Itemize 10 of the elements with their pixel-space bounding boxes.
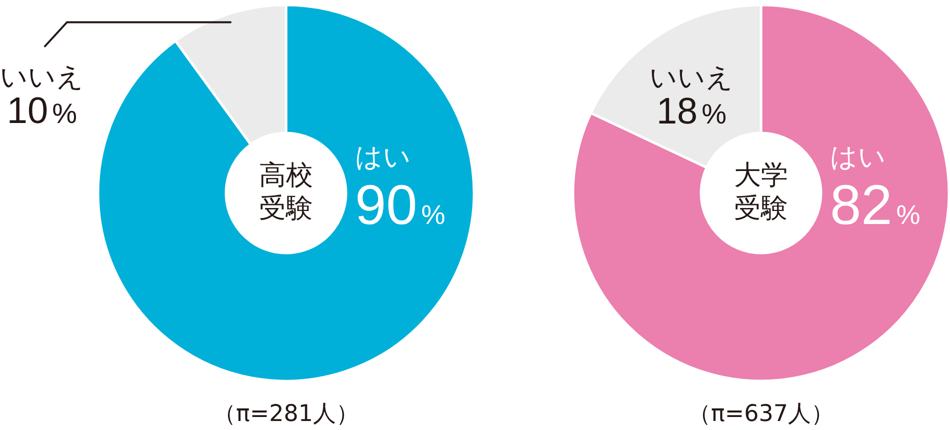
slice-label: はい	[355, 142, 411, 173]
data-label: 90%	[355, 173, 446, 236]
donut-slice	[572, 4, 950, 382]
text: （π=281人）	[212, 401, 360, 427]
donut-slice	[96, 4, 476, 382]
slice-label: はい	[830, 142, 886, 173]
text: 大学受験	[733, 160, 789, 226]
data-label: 82%	[830, 173, 920, 236]
text: 高校受験	[258, 160, 314, 226]
text: （π=637人）	[688, 401, 834, 427]
